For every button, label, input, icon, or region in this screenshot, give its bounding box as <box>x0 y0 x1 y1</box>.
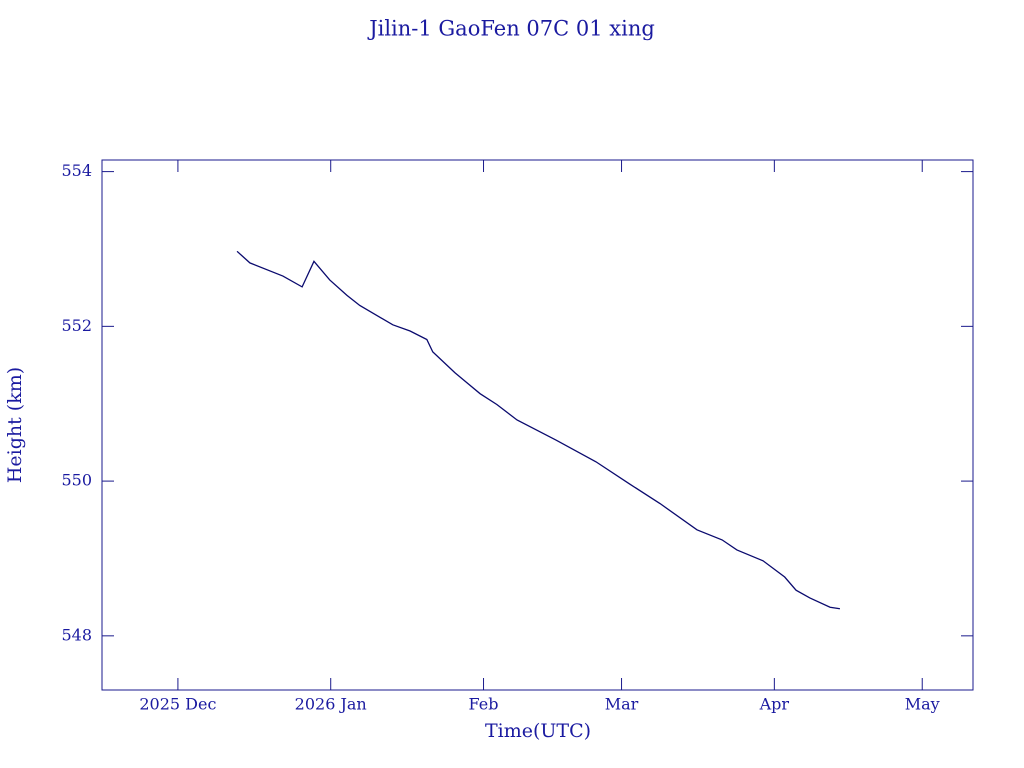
y-tick-label: 554 <box>61 161 92 180</box>
chart-title: Jilin-1 GaoFen 07C 01 xing <box>367 17 655 41</box>
x-tick-label: Apr <box>759 695 790 714</box>
y-tick-label: 548 <box>61 625 92 644</box>
x-tick-label: May <box>905 695 940 714</box>
y-axis-label: Height (km) <box>4 367 26 483</box>
y-tick-label: 550 <box>61 471 92 490</box>
data-line <box>236 250 841 610</box>
plot-frame <box>101 159 974 691</box>
x-tick-label: 2025 Dec <box>139 695 216 714</box>
x-tick-label: 2026 Jan <box>295 695 367 714</box>
x-tick-label: Mar <box>605 695 639 714</box>
y-tick-label: 552 <box>61 316 92 335</box>
x-tick-label: Feb <box>469 695 499 714</box>
x-axis-label: Time(UTC) <box>485 720 591 742</box>
